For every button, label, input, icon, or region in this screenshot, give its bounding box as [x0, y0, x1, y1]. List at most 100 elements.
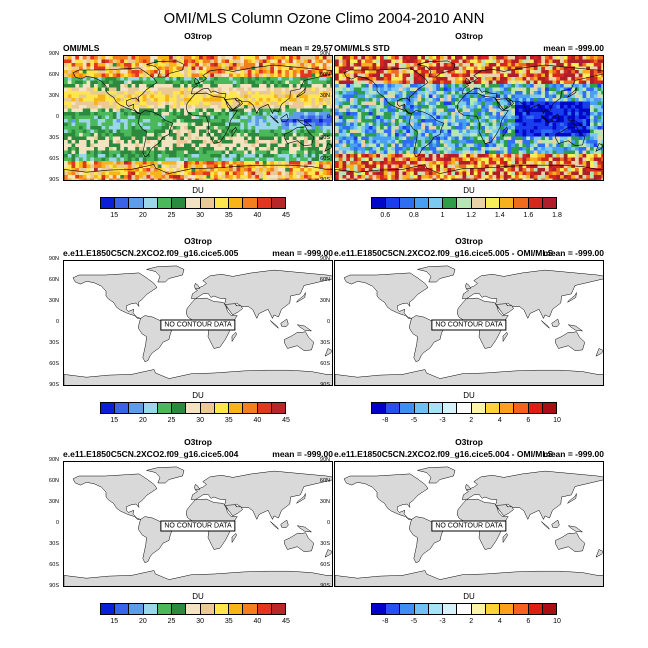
contour-cell: [161, 150, 166, 155]
contour-cell: [75, 80, 80, 85]
contour-cell: [285, 91, 290, 95]
contour-cell: [116, 84, 121, 88]
contour-cell: [90, 98, 95, 102]
contour-cell: [593, 66, 598, 71]
contour-cell: [481, 63, 486, 67]
contour-cell: [571, 143, 576, 148]
contour-cell: [462, 70, 467, 74]
contour-cell: [127, 175, 132, 179]
contour-cell: [139, 66, 144, 71]
contour-cell: [507, 80, 512, 85]
contour-cell: [548, 101, 553, 106]
contour-cell: [383, 115, 388, 120]
contour-cell: [586, 94, 591, 99]
contour-cell: [593, 105, 598, 109]
contour-cell: [285, 168, 290, 172]
contour-cell: [304, 98, 309, 102]
contour-cell: [380, 115, 385, 120]
contour-cell: [105, 157, 110, 162]
contour-cell: [90, 133, 95, 137]
contour-cell: [64, 133, 69, 137]
contour-cell: [75, 140, 80, 144]
contour-cell: [330, 56, 332, 60]
contour-cell: [353, 140, 358, 144]
contour-cell: [75, 115, 80, 120]
contour-cell: [120, 150, 125, 155]
contour-cell: [105, 98, 110, 102]
contour-cell: [146, 122, 151, 127]
contour-cell: [71, 101, 76, 106]
contour-cell: [139, 150, 144, 155]
contour-cell: [410, 56, 415, 60]
contour-cell: [97, 175, 102, 179]
contour-cell: [90, 157, 95, 162]
contour-cell: [365, 94, 370, 99]
contour-cell: [154, 87, 159, 92]
contour-cell: [206, 157, 211, 162]
contour-cell: [176, 70, 181, 74]
contour-cell: [575, 161, 580, 165]
contour-cell: [485, 98, 490, 102]
contour-cell: [169, 80, 174, 85]
contour-cell: [575, 150, 580, 155]
contour-cell: [485, 63, 490, 67]
contour-cell: [217, 129, 222, 134]
contour-cell: [319, 94, 324, 99]
contour-cell: [511, 115, 516, 120]
map-svg: [64, 56, 332, 180]
contour-cell: [488, 70, 493, 74]
contour-cell: [176, 80, 181, 85]
contour-cell: [67, 129, 72, 134]
contour-cell: [361, 80, 366, 85]
contour-cell: [311, 115, 316, 120]
contour-cell: [274, 66, 279, 71]
contour-cell: [541, 94, 546, 99]
contour-cell: [172, 105, 177, 109]
contour-cell: [255, 105, 260, 109]
contour-cell: [473, 119, 478, 123]
contour-cell: [79, 164, 84, 169]
contour-cell: [142, 80, 147, 85]
contour-cell: [466, 143, 471, 148]
contour-cell: [601, 56, 603, 60]
contour-cell: [94, 98, 99, 102]
contour-cell: [567, 101, 572, 106]
contour-cell: [169, 143, 174, 148]
contour-cell: [71, 164, 76, 169]
contour-cell: [387, 87, 392, 92]
contour-cell: [139, 136, 144, 141]
contour-cell: [402, 168, 407, 172]
contour-cell: [421, 136, 426, 141]
contour-cell: [255, 108, 260, 113]
contour-cell: [236, 87, 241, 92]
contour-cell: [322, 84, 327, 88]
contour-cell: [266, 168, 271, 172]
contour-cell: [289, 105, 294, 109]
contour-cell: [492, 91, 497, 95]
contour-cell: [150, 112, 155, 116]
contour-cell: [131, 119, 136, 123]
contour-cell: [176, 101, 181, 106]
contour-cell: [383, 84, 388, 88]
contour-cell: [274, 91, 279, 95]
contour-cell: [470, 56, 475, 60]
contour-cell: [101, 59, 106, 64]
contour-cell: [165, 175, 170, 179]
contour-cell: [601, 136, 603, 141]
contour-cell: [146, 126, 151, 130]
contour-cell: [127, 105, 132, 109]
contour-cell: [365, 136, 370, 141]
contour-cell: [319, 119, 324, 123]
contour-cell: [353, 119, 358, 123]
contour-cell: [64, 119, 69, 123]
contour-cell: [202, 154, 207, 158]
contour-cell: [94, 157, 99, 162]
contour-cell: [161, 178, 166, 180]
contour-cell: [372, 91, 377, 95]
contour-cell: [597, 94, 602, 99]
contour-cell: [582, 66, 587, 71]
contour-cell: [350, 154, 355, 158]
contour-cell: [522, 147, 527, 151]
contour-cell: [582, 147, 587, 151]
contour-cell: [522, 98, 527, 102]
